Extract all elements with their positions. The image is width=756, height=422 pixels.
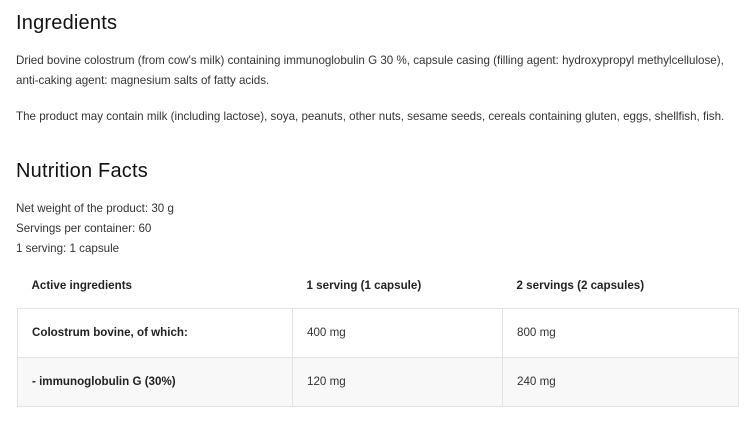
value-2-servings: 240 mg [502,356,739,407]
serving-size: 1 serving: 1 capsule [16,242,120,255]
allergen-text: The product may contain milk (including … [16,110,725,123]
column-header: 1 serving (1 capsule) [306,279,422,293]
servings-per-container: Servings per container: 60 [16,222,152,235]
table-header-row: Active ingredients 1 serving (1 capsule)… [18,264,739,308]
value-1-serving: 120 mg [292,356,503,407]
ingredients-title: Ingredients [16,12,118,34]
value-1-serving: 400 mg [292,307,503,358]
column-header: 2 servings (2 capsules) [516,279,645,293]
column-header: Active ingredients [31,279,133,293]
table-row: Colostrum bovine, of which: 400 mg 800 m… [17,307,739,358]
nutrition-table: Active ingredients 1 serving (1 capsule)… [17,264,739,407]
ingredient-name: - immunoglobulin G (30%) [17,356,293,407]
ingredient-name: Colostrum bovine, of which: [17,307,293,358]
ingredients-text: Dried bovine colostrum (from cow's milk)… [16,54,724,87]
net-weight: Net weight of the product: 30 g [16,202,174,215]
nutrition-title: Nutrition Facts [16,160,148,182]
table-row: - immunoglobulin G (30%) 120 mg 240 mg [17,356,739,407]
value-2-servings: 800 mg [502,307,739,358]
